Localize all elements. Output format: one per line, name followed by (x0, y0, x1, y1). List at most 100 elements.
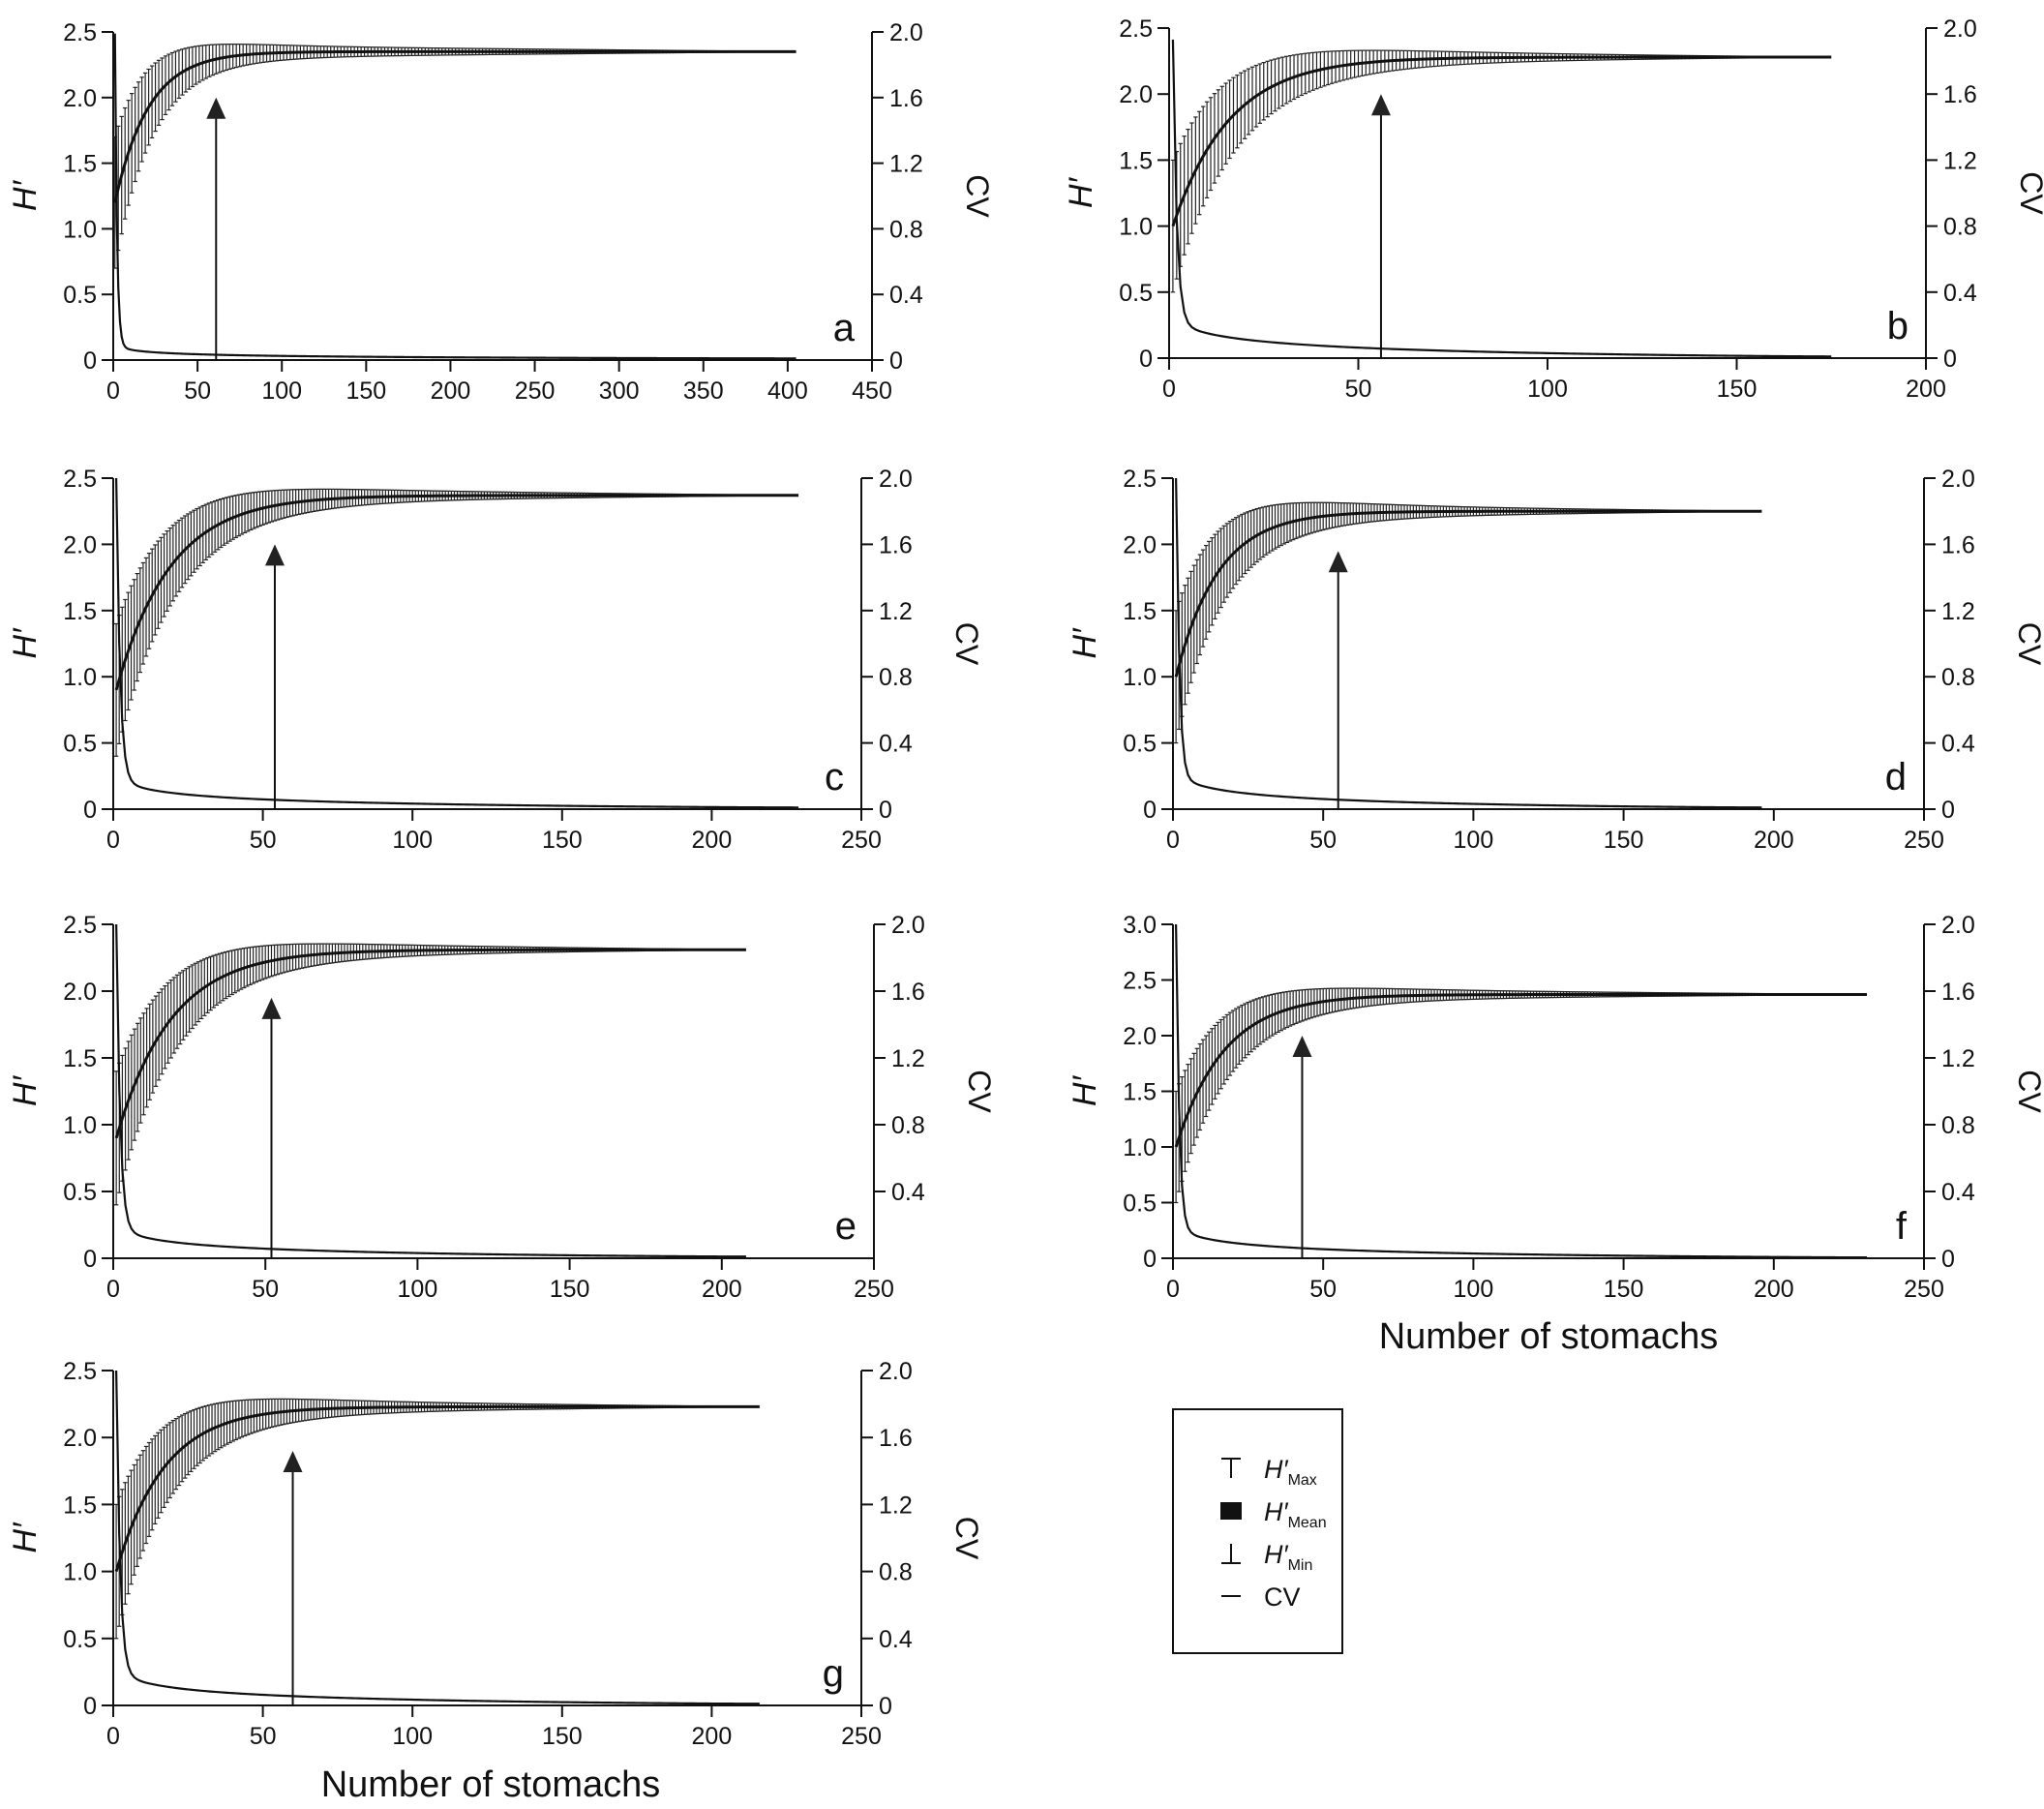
y2-tick-label: 0.4 (1941, 1179, 1975, 1206)
error-bars (1173, 987, 1813, 1204)
legend-label: H′Max (1264, 1455, 1317, 1489)
y2-axis-title: CV (2012, 622, 2044, 666)
y2-tick-label: 2.0 (1941, 912, 1975, 939)
y2-tick-label: 0.4 (879, 731, 913, 758)
y-tick-label: 1.5 (1119, 147, 1153, 174)
panel-label: d (1885, 756, 1907, 799)
y-tick-label: 2.5 (63, 466, 97, 493)
y-tick-label: 2.0 (63, 979, 97, 1006)
panel-label: e (835, 1205, 857, 1248)
x-tick-label: 50 (184, 377, 211, 405)
panel-c: 0 50 100 150 200 250 0 0.5 1.0 1.5 2.0 2.5 0 0.4 0.8 1.… (7, 466, 984, 854)
h-mean-series (1174, 509, 1762, 678)
y2-axis-title: CV (2014, 171, 2044, 215)
h-mean-series (113, 49, 797, 203)
y2-tick-label: 1.2 (1941, 598, 1975, 625)
arrow-head (1292, 1036, 1312, 1057)
cv-series (115, 923, 746, 1258)
x-tick-label: 0 (106, 377, 120, 405)
x-axis-title-bottom: Number of stomachs (321, 1764, 661, 1805)
arrow-head (261, 997, 282, 1019)
x-tick-label: 250 (841, 1723, 882, 1750)
y-tick-label: 0.5 (63, 282, 97, 309)
h-mean-series (1174, 992, 1868, 1148)
y-tick-label: 1.0 (1119, 214, 1153, 241)
y2-tick-label: 0 (1943, 346, 1957, 373)
x-tick-label: 50 (250, 827, 277, 854)
y2-tick-label: 1.2 (879, 598, 913, 625)
error-bars (1170, 49, 1781, 293)
y-tick-label: 2.0 (63, 85, 97, 112)
legend-item: H′Mean (1220, 1497, 1327, 1531)
x-tick-label: 150 (550, 1276, 590, 1303)
x-tick-label: 150 (1717, 376, 1758, 403)
error-bars (113, 943, 700, 1206)
y-tick-label: 1.5 (1123, 1079, 1157, 1106)
y2-axis-title: CV (962, 1070, 997, 1113)
y-tick-label: 2.0 (1123, 531, 1157, 558)
y2-tick-label: 1.6 (891, 979, 925, 1006)
y-tick-label: 1.0 (63, 1112, 97, 1139)
y2-axis-title: CV (949, 622, 984, 666)
y2-tick-label: 1.2 (1943, 147, 1977, 174)
y2-tick-label: 0.4 (879, 1626, 913, 1653)
cv-series (1175, 923, 1868, 1259)
x-tick-label: 0 (1162, 376, 1176, 403)
legend-item: H′Max (1221, 1455, 1317, 1489)
y-axis-title: H′ (1067, 1074, 1103, 1106)
y-tick-label: 0.5 (63, 1626, 97, 1653)
x-tick-label: 100 (392, 827, 433, 854)
y2-tick-label: 0 (1941, 797, 1955, 824)
y2-tick-label: 1.6 (879, 1425, 913, 1452)
panel-e: 0 50 100 150 200 250 0 0.5 1.0 1.5 2.0 2.5 0.4 0.8 1.2… (7, 912, 997, 1303)
y2-tick-label: 1.2 (891, 1045, 925, 1072)
y2-tick-label: 0 (1941, 1246, 1955, 1273)
y-tick-label: 2.5 (63, 912, 97, 939)
y2-tick-label: 0.4 (889, 282, 923, 309)
panel-b: 0 50 100 150 200 0 0.5 1.0 1.5 2.0 2.5 0 0.4 0.8 1.2 1.… (1063, 15, 2044, 403)
y-tick-label: 0.5 (1123, 731, 1157, 758)
x-tick-label: 200 (692, 827, 733, 854)
x-tick-label: 100 (1454, 1276, 1494, 1303)
y2-tick-label: 2.0 (879, 466, 913, 493)
panel-label: c (825, 756, 844, 799)
y2-tick-label: 0 (879, 797, 892, 824)
y-tick-label: 0 (83, 797, 97, 824)
legend-label: CV (1264, 1583, 1301, 1612)
legend-item: H′Min (1221, 1540, 1312, 1574)
x-tick-label: 250 (841, 827, 882, 854)
y-tick-label: 3.0 (1123, 912, 1157, 939)
x-tick-label: 0 (106, 1276, 120, 1303)
y-tick-label: 2.5 (1123, 968, 1157, 995)
y-tick-label: 2.5 (63, 19, 97, 46)
y-axis-title: H′ (1067, 627, 1103, 659)
y-tick-label: 0.5 (63, 1179, 97, 1206)
x-axis-title-right-column: Number of stomachs (1379, 1316, 1719, 1357)
y-tick-label: 2.5 (1119, 15, 1153, 43)
y2-tick-label: 0.4 (891, 1179, 925, 1206)
y-tick-label: 0.5 (63, 731, 97, 758)
x-tick-label: 100 (1527, 376, 1568, 403)
panel-label: f (1896, 1205, 1908, 1248)
y2-tick-label: 0.8 (879, 664, 913, 691)
arrow-head (206, 97, 226, 119)
y2-tick-label: 0.8 (1941, 1112, 1975, 1139)
x-tick-label: 250 (1904, 1276, 1944, 1303)
x-tick-label: 150 (542, 1723, 583, 1750)
x-tick-label: 100 (1454, 827, 1494, 854)
x-tick-label: 250 (1904, 827, 1944, 854)
y-tick-label: 0.5 (1123, 1191, 1157, 1218)
y-tick-label: 0 (83, 1246, 97, 1273)
y-tick-label: 1.0 (1123, 1134, 1157, 1161)
h-mean-series (114, 1404, 760, 1573)
x-tick-label: 0 (1166, 1276, 1180, 1303)
y2-tick-label: 0.8 (891, 1112, 925, 1139)
y-tick-label: 1.5 (63, 1492, 97, 1519)
legend: H′Max H′Mean H′Min CV (1172, 1408, 1343, 1654)
x-tick-label: 200 (702, 1276, 742, 1303)
y2-axis-title: CV (960, 174, 995, 218)
y2-tick-label: 2.0 (891, 912, 925, 939)
y-tick-label: 0.5 (1119, 280, 1153, 307)
y2-tick-label: 0.4 (1941, 731, 1975, 758)
